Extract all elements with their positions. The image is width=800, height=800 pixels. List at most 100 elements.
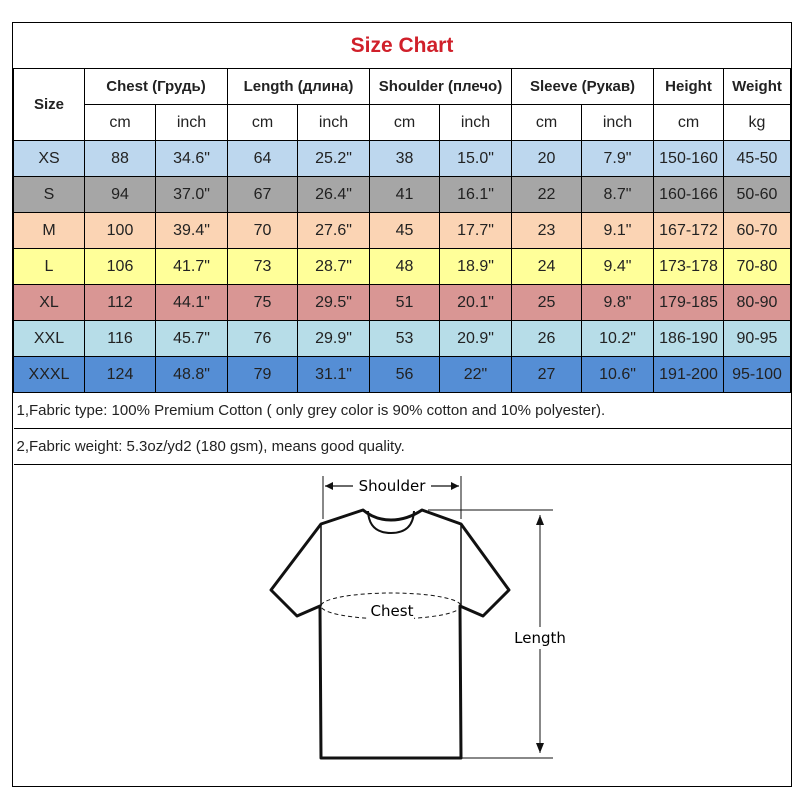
- value-cell: 100: [84, 212, 156, 249]
- value-cell: 22: [511, 176, 582, 213]
- value-cell: 8.7": [581, 176, 654, 213]
- value-cell: 75: [227, 284, 298, 321]
- size-cell: XXXL: [13, 356, 85, 393]
- value-cell: 41.7": [155, 248, 228, 285]
- unit-cell: cm: [227, 104, 298, 141]
- size-table: Size Chart Size Chest (Грудь) Length (дл…: [13, 23, 791, 465]
- value-cell: 95-100: [723, 356, 791, 393]
- value-cell: 28.7": [297, 248, 370, 285]
- tshirt-diagram: Shoulder Chest Length: [269, 476, 571, 760]
- table-row: XXL 116 45.7" 76 29.9" 53 20.9" 26 10.2" 186-190 9…: [13, 320, 791, 357]
- size-cell: S: [13, 176, 85, 213]
- size-chart: Size Chart Size Chest (Грудь) Length (дл…: [12, 22, 792, 787]
- value-cell: 112: [84, 284, 156, 321]
- value-cell: 70-80: [723, 248, 791, 285]
- value-cell: 45: [369, 212, 440, 249]
- value-cell: 173-178: [653, 248, 724, 285]
- value-cell: 186-190: [653, 320, 724, 357]
- value-cell: 73: [227, 248, 298, 285]
- unit-cell: inch: [439, 104, 512, 141]
- unit-cell: cm: [369, 104, 440, 141]
- value-cell: 22": [439, 356, 512, 393]
- value-cell: 10.2": [581, 320, 654, 357]
- value-cell: 29.5": [297, 284, 370, 321]
- note-fabric-type: 1,Fabric type: 100% Premium Cotton ( onl…: [13, 392, 791, 429]
- value-cell: 27: [511, 356, 582, 393]
- header-size: Size: [13, 68, 85, 141]
- value-cell: 48: [369, 248, 440, 285]
- value-cell: 25: [511, 284, 582, 321]
- value-cell: 9.8": [581, 284, 654, 321]
- value-cell: 20: [511, 140, 582, 177]
- unit-cell: inch: [155, 104, 228, 141]
- size-cell: XL: [13, 284, 85, 321]
- value-cell: 15.0": [439, 140, 512, 177]
- chart-title: Size Chart: [13, 23, 791, 69]
- value-cell: 191-200: [653, 356, 724, 393]
- length-label: Length: [514, 629, 566, 647]
- value-cell: 20.1": [439, 284, 512, 321]
- value-cell: 41: [369, 176, 440, 213]
- value-cell: 44.1": [155, 284, 228, 321]
- value-cell: 39.4": [155, 212, 228, 249]
- value-cell: 9.1": [581, 212, 654, 249]
- header-shoulder: Shoulder (плечо): [369, 68, 512, 105]
- value-cell: 70: [227, 212, 298, 249]
- table-row: L 106 41.7" 73 28.7" 48 18.9" 24 9.4" 173-178 70-8…: [13, 248, 791, 285]
- note-fabric-weight: 2,Fabric weight: 5.3oz/yd2 (180 gsm), me…: [13, 428, 791, 465]
- value-cell: 60-70: [723, 212, 791, 249]
- value-cell: 38: [369, 140, 440, 177]
- header-sleeve: Sleeve (Рукав): [511, 68, 654, 105]
- value-cell: 76: [227, 320, 298, 357]
- value-cell: 37.0": [155, 176, 228, 213]
- value-cell: 24: [511, 248, 582, 285]
- size-cell: XXL: [13, 320, 85, 357]
- unit-cell: cm: [653, 104, 724, 141]
- unit-cell: kg: [723, 104, 791, 141]
- value-cell: 18.9": [439, 248, 512, 285]
- value-cell: 20.9": [439, 320, 512, 357]
- table-row: M 100 39.4" 70 27.6" 45 17.7" 23 9.1" 167-172 60-7…: [13, 212, 791, 249]
- value-cell: 116: [84, 320, 156, 357]
- value-cell: 31.1": [297, 356, 370, 393]
- value-cell: 88: [84, 140, 156, 177]
- value-cell: 150-160: [653, 140, 724, 177]
- value-cell: 167-172: [653, 212, 724, 249]
- header-length: Length (длина): [227, 68, 370, 105]
- value-cell: 160-166: [653, 176, 724, 213]
- tshirt-outline: [269, 508, 511, 760]
- value-cell: 45-50: [723, 140, 791, 177]
- unit-cell: cm: [511, 104, 582, 141]
- table-row: S 94 37.0" 67 26.4" 41 16.1" 22 8.7" 160-166 50-60: [13, 176, 791, 213]
- value-cell: 29.9": [297, 320, 370, 357]
- value-cell: 23: [511, 212, 582, 249]
- value-cell: 67: [227, 176, 298, 213]
- value-cell: 124: [84, 356, 156, 393]
- value-cell: 34.6": [155, 140, 228, 177]
- value-cell: 179-185: [653, 284, 724, 321]
- value-cell: 25.2": [297, 140, 370, 177]
- value-cell: 9.4": [581, 248, 654, 285]
- value-cell: 106: [84, 248, 156, 285]
- size-cell: M: [13, 212, 85, 249]
- size-cell: L: [13, 248, 85, 285]
- header-height: Height: [653, 68, 724, 105]
- value-cell: 17.7": [439, 212, 512, 249]
- table-row: XXXL 124 48.8" 79 31.1" 56 22" 27 10.6" 191-200 95…: [13, 356, 791, 393]
- value-cell: 48.8": [155, 356, 228, 393]
- size-cell: XS: [13, 140, 85, 177]
- shoulder-label: Shoulder: [359, 477, 427, 495]
- table-row: XL 112 44.1" 75 29.5" 51 20.1" 25 9.8" 179-185 80-…: [13, 284, 791, 321]
- value-cell: 26: [511, 320, 582, 357]
- value-cell: 51: [369, 284, 440, 321]
- value-cell: 26.4": [297, 176, 370, 213]
- value-cell: 53: [369, 320, 440, 357]
- value-cell: 50-60: [723, 176, 791, 213]
- unit-cell: inch: [297, 104, 370, 141]
- value-cell: 90-95: [723, 320, 791, 357]
- value-cell: 80-90: [723, 284, 791, 321]
- header-weight: Weight: [723, 68, 791, 105]
- value-cell: 7.9": [581, 140, 654, 177]
- chest-label: Chest: [371, 602, 414, 620]
- value-cell: 45.7": [155, 320, 228, 357]
